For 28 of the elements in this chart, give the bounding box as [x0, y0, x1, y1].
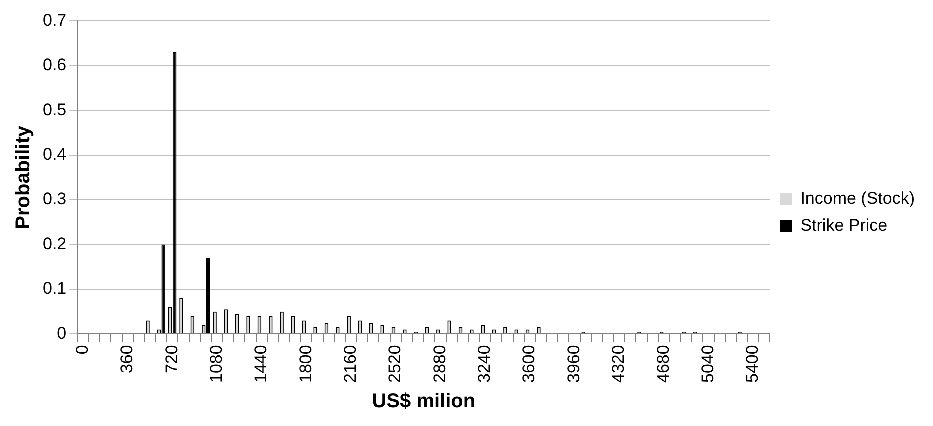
- x-tick-label: 3240: [475, 345, 494, 384]
- x-tick-label: 1800: [296, 345, 316, 384]
- x-tick-label: 5040: [698, 345, 718, 384]
- x-tick-label: 1080: [206, 345, 226, 384]
- y-tick-label: 0.5: [42, 100, 67, 120]
- x-tick-label: 5400: [743, 345, 762, 384]
- x-axis-title: US$ milion: [372, 390, 476, 413]
- x-tick-label: 4320: [609, 345, 628, 384]
- legend-label: Strike Price: [800, 216, 888, 236]
- y-tick-label: 0.1: [42, 279, 67, 298]
- y-tick-label: 0.2: [42, 234, 67, 254]
- y-tick-label: 0.4: [42, 145, 67, 164]
- y-axis-title: Probability: [12, 125, 35, 230]
- x-tick-label: 3600: [520, 345, 539, 384]
- y-tick-label: 0.6: [42, 56, 67, 75]
- x-tick-label: 720: [162, 345, 182, 374]
- y-tick-label: 0.3: [42, 190, 67, 209]
- y-tick-label: 0.7: [42, 10, 67, 30]
- x-tick-label: 360: [118, 345, 137, 374]
- x-tick-label: 1440: [252, 345, 271, 384]
- x-tick-label: 0: [72, 345, 92, 355]
- x-tick-label: 4680: [654, 345, 673, 384]
- legend-label: Income (Stock): [800, 189, 915, 208]
- x-tick-label: 2160: [340, 345, 360, 384]
- y-tick-label: 0: [57, 324, 67, 343]
- x-tick-label: 2520: [386, 345, 405, 384]
- x-tick-label: 2880: [430, 345, 450, 384]
- x-tick-label: 3960: [564, 345, 584, 384]
